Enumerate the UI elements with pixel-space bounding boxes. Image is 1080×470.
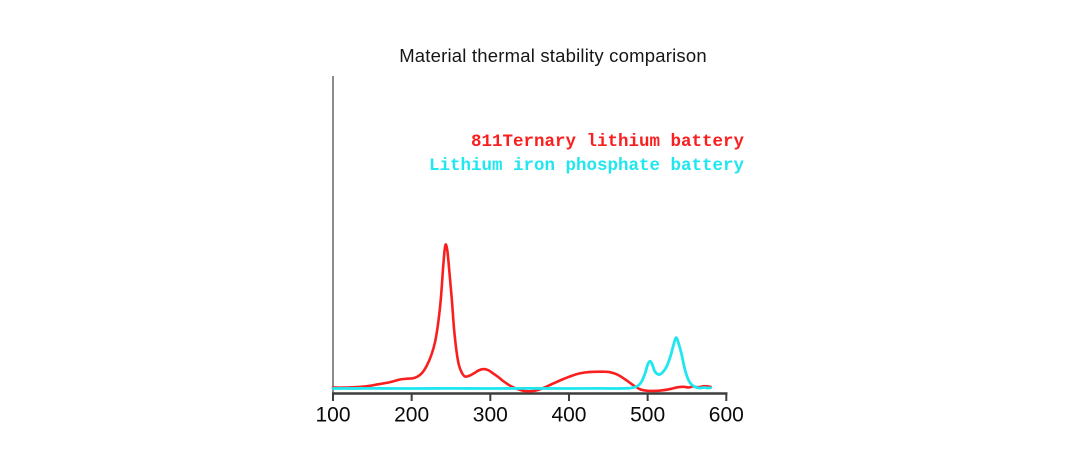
x-tick-label: 200 [394,404,429,427]
cyan-series-line [331,336,712,390]
x-tick-label: 500 [630,404,665,427]
red-series-line [331,243,712,393]
x-tick-label: 600 [709,404,744,427]
x-axis-ticks [332,393,728,401]
legend: 811Ternary lithium battery Lithium iron … [429,131,744,178]
legend-entry-lfp-battery: Lithium iron phosphate battery [428,155,744,176]
x-tick-label: 300 [473,404,508,427]
x-axis-tick-labels: 100 200 300 400 500 600 [315,404,743,427]
x-tick-label: 100 [315,404,350,427]
data-curves [331,243,712,393]
legend-entry-ternary-battery: 811Ternary lithium battery [470,132,744,152]
x-tick-label: 400 [551,404,586,427]
chart-title: Material thermal stability comparison [399,45,707,66]
